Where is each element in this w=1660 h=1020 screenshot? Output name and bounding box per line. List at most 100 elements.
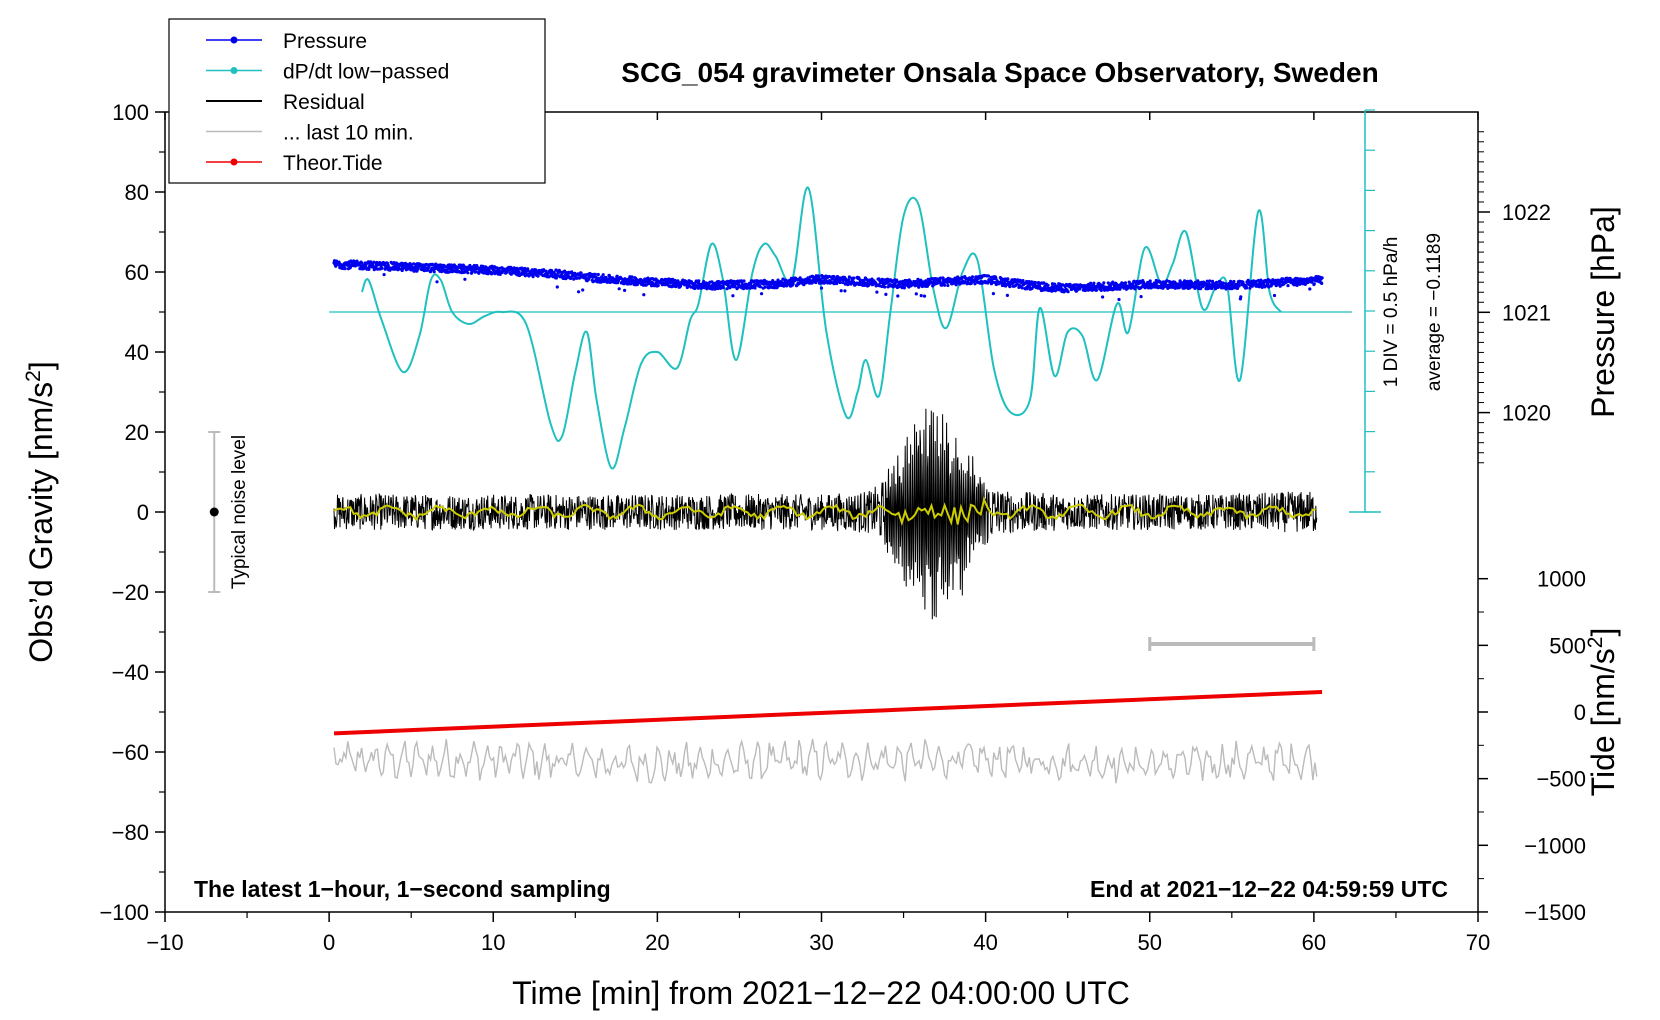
y-tick-label: 0 (137, 500, 149, 525)
pressure-point (897, 285, 901, 289)
pressure-point (1232, 279, 1236, 284)
pressure-tick-label: 1022 (1502, 200, 1551, 225)
pressure-point (1092, 281, 1096, 285)
x-tick-label: 20 (645, 930, 669, 955)
pressure-point (938, 280, 942, 284)
pressure-point (1231, 283, 1235, 287)
pressure-point (1118, 286, 1122, 290)
tide-tick-label: 500 (1549, 633, 1586, 658)
series-layer (329, 186, 1352, 784)
pressure-point (966, 280, 970, 284)
pressure-point (1208, 279, 1212, 283)
series-residual-line (333, 408, 1318, 620)
x-tick-label: 60 (1302, 930, 1326, 955)
x-tick-label: 0 (323, 930, 335, 955)
y-tick-label: −100 (99, 900, 149, 925)
pressure-point (1101, 295, 1105, 299)
legend-label: Pressure (283, 30, 367, 53)
pressure-point (382, 273, 386, 277)
x-tick-label: −10 (146, 930, 183, 955)
pressure-point (832, 275, 836, 279)
pressure-point (883, 285, 887, 289)
pressure-point (1148, 279, 1152, 283)
pressure-point (466, 271, 470, 275)
pressure-point (960, 275, 964, 279)
axes-layer: −10 0 10 20 30 40 50 60 70100806040200−20−40−60−… (99, 100, 1586, 955)
pressure-point (575, 276, 579, 280)
pressure-point (596, 272, 600, 277)
pressure-point (656, 283, 660, 288)
pressure-point (896, 294, 900, 298)
series-pressure-points (332, 259, 1324, 302)
pressure-point (1020, 286, 1024, 290)
pressure-point (1005, 293, 1010, 297)
pressure-point (753, 286, 757, 290)
legend-label: Residual (283, 91, 365, 114)
pressure-point (554, 276, 559, 280)
pressure-point (733, 285, 737, 289)
pressure-point (569, 276, 573, 280)
pressure-point (798, 276, 802, 280)
pressure-point (360, 261, 364, 265)
pressure-point (414, 265, 418, 269)
pressure-point (1033, 280, 1037, 285)
series-residual-smoothed (333, 496, 1316, 527)
pressure-point (715, 284, 719, 288)
y-tick-label: −40 (112, 660, 149, 685)
pressure-point (1320, 276, 1324, 280)
pressure-point (601, 273, 605, 277)
legend: Pressure dP/dt low−passed Residual ... last… (168, 18, 546, 184)
x-tick-label: 10 (481, 930, 505, 955)
pressure-point (817, 275, 821, 279)
pressure-point (1260, 285, 1264, 289)
pressure-point (1178, 279, 1182, 283)
pressure-point (423, 265, 427, 269)
pressure-point (1134, 284, 1138, 288)
pressure-point (599, 280, 603, 284)
pressure-point (671, 277, 675, 281)
x-tick-label: 30 (809, 930, 833, 955)
pressure-point (838, 280, 842, 285)
pressure-point (973, 282, 977, 286)
pressure-point (970, 275, 975, 279)
noise-level-label: Typical noise level (229, 435, 250, 589)
pressure-point (946, 283, 950, 288)
pressure-point (1312, 282, 1316, 286)
pressure-point (822, 281, 827, 285)
pressure-point (884, 292, 888, 296)
pressure-point (1190, 281, 1194, 285)
x-tick-label: 70 (1466, 930, 1490, 955)
y-tick-label: 20 (125, 420, 149, 445)
legend-marker (230, 67, 238, 74)
pressure-point (1320, 281, 1324, 285)
pressure-point (721, 286, 726, 290)
pressure-point (941, 276, 945, 280)
pressure-point (1293, 283, 1297, 287)
pressure-point (760, 292, 764, 296)
pressure-point (847, 278, 851, 282)
pressure-point (446, 270, 451, 274)
tide-tick-label: 1000 (1537, 567, 1586, 592)
y-tick-label: 40 (125, 340, 149, 365)
pressure-point (394, 261, 398, 265)
pressure-point (660, 277, 664, 282)
pressure-point (1237, 284, 1241, 288)
pressure-point (852, 276, 856, 280)
pressure-point (343, 267, 347, 271)
pressure-point (1006, 277, 1010, 281)
tide-tick-label: −1000 (1524, 833, 1586, 858)
series-tide-line (333, 690, 1323, 736)
pressure-point (508, 268, 512, 272)
pressure-point (725, 287, 729, 291)
y-tick-label: 100 (112, 100, 149, 125)
pressure-point (1308, 287, 1312, 291)
pressure-point (453, 264, 458, 268)
tide-tick-label: −1500 (1524, 900, 1586, 925)
pressure-point (509, 272, 513, 276)
pressure-point (380, 266, 384, 270)
pressure-point (1199, 287, 1203, 291)
pressure-point (623, 288, 627, 292)
pressure-axis-label: Pressure [hPa] (1585, 206, 1621, 418)
pressure-point (1286, 284, 1290, 288)
